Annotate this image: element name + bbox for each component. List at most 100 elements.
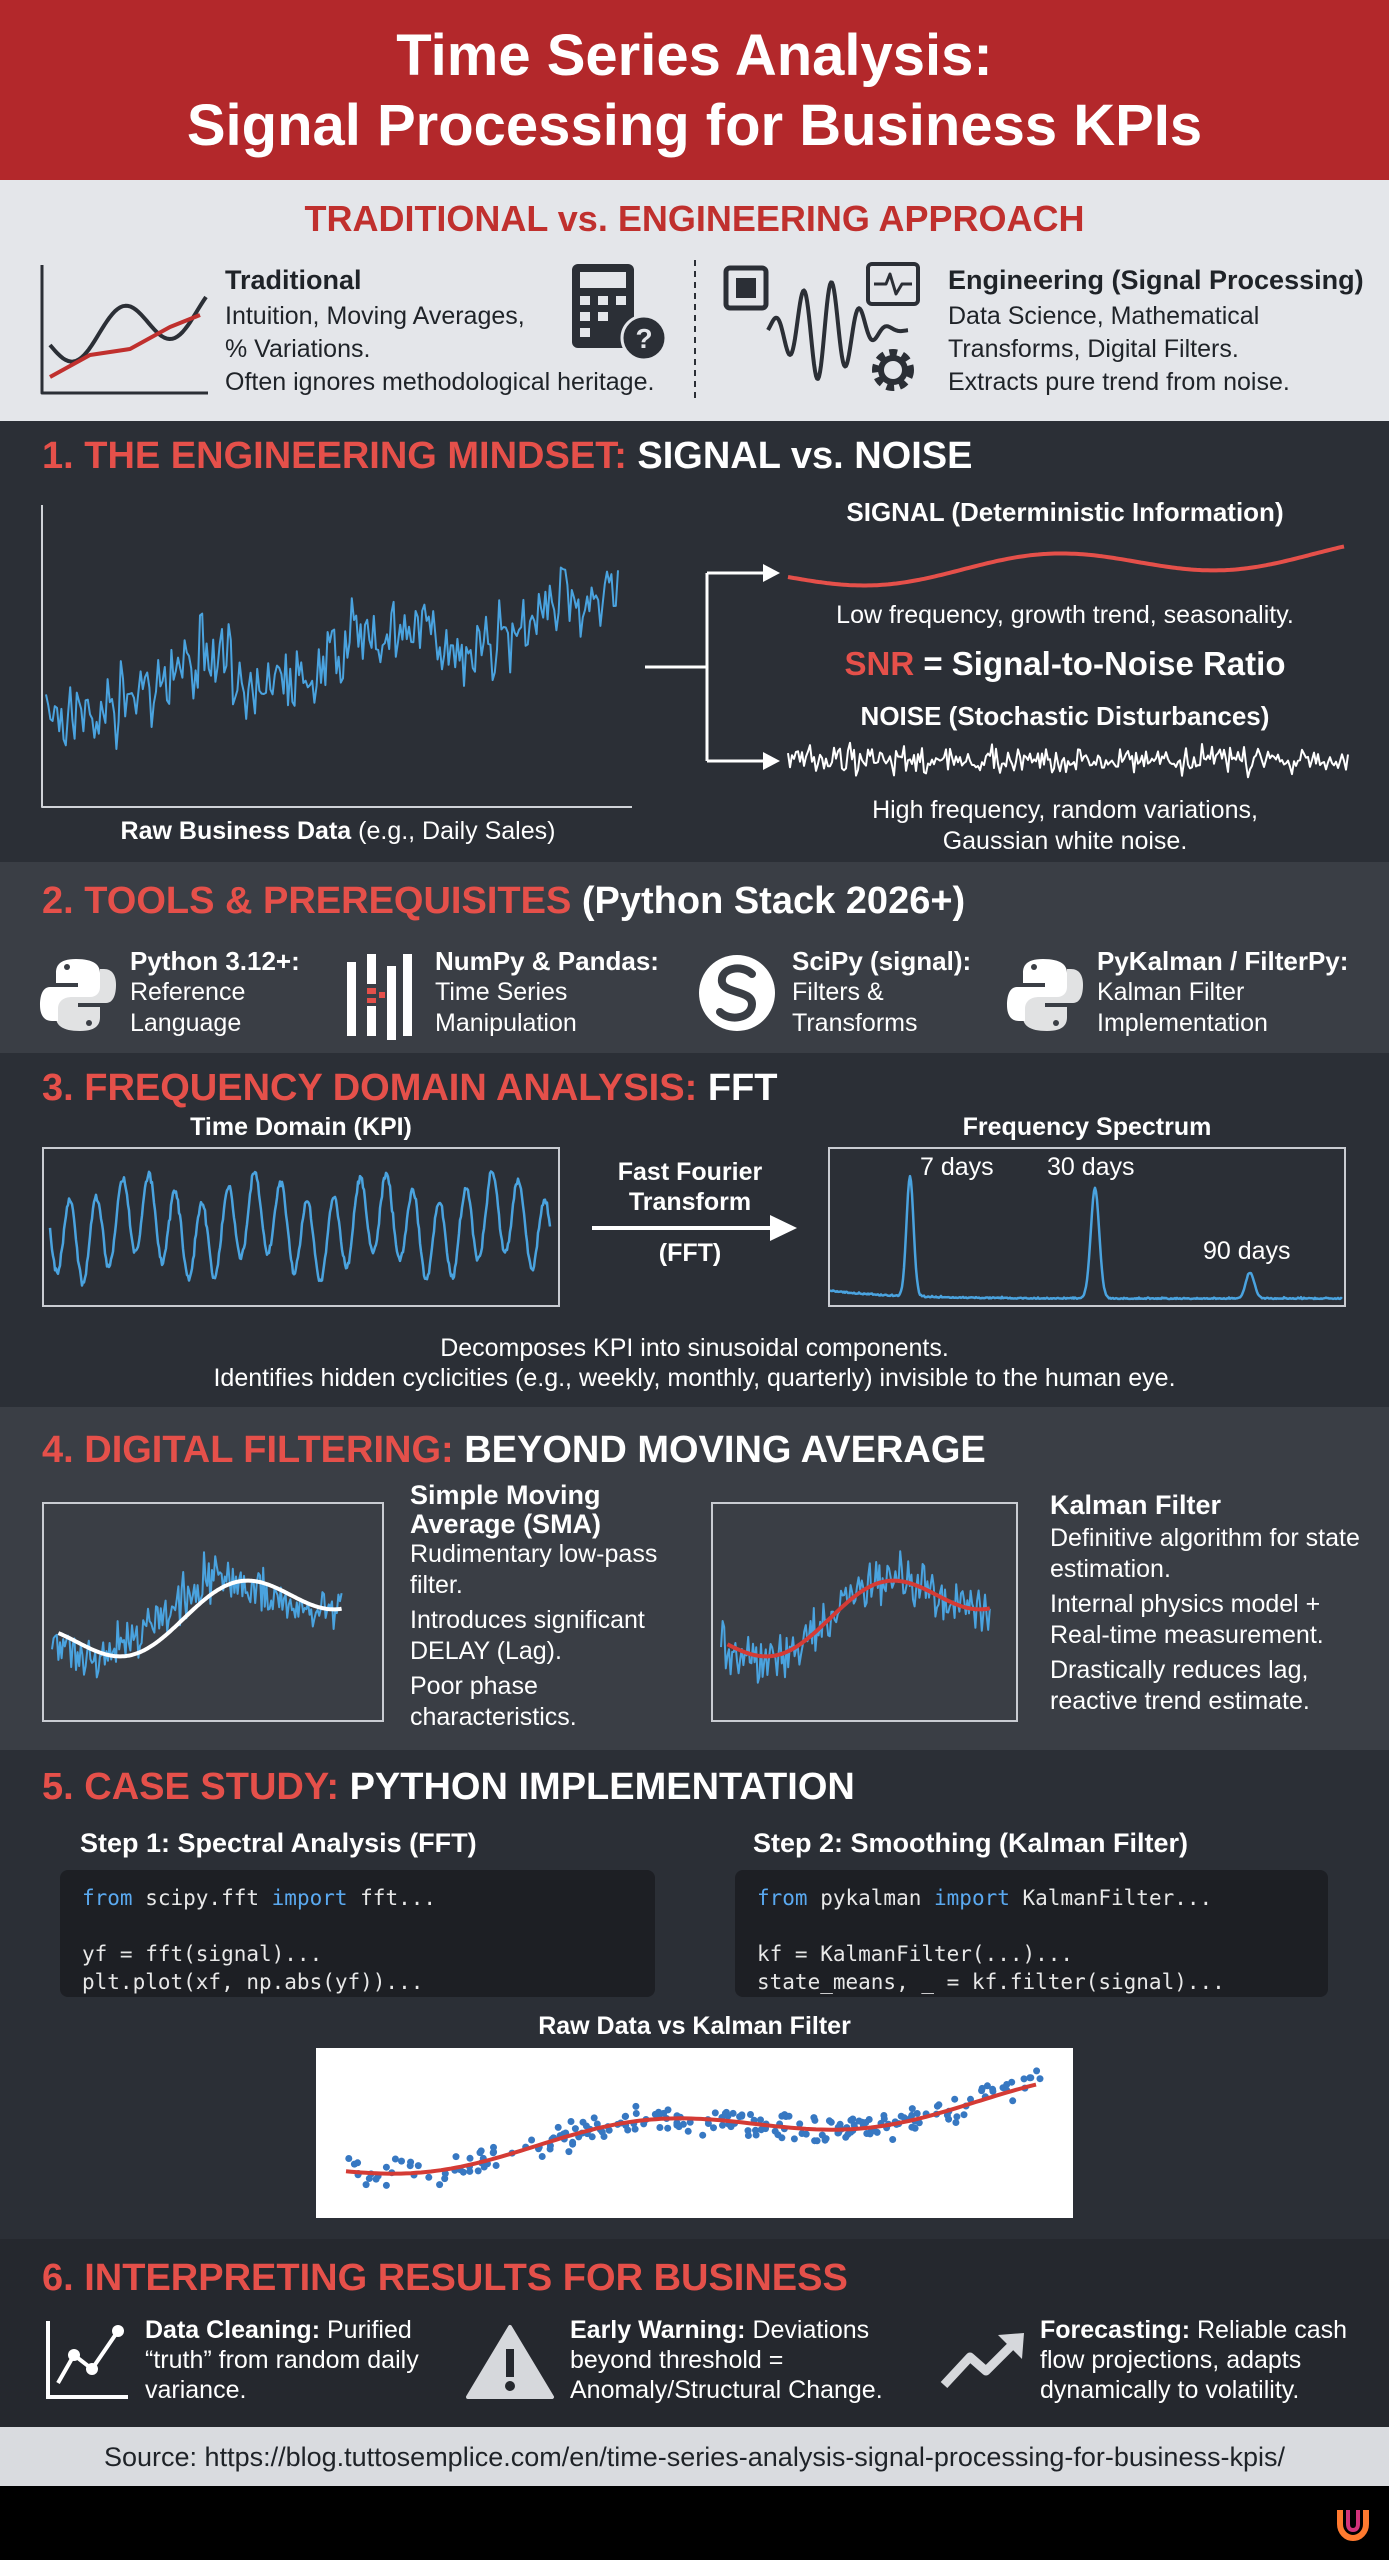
dot (811, 2137, 819, 2145)
tool-desc: Language (130, 1009, 242, 1037)
title-line: Signal Processing for Business KPIs (186, 93, 1203, 158)
dot (624, 2126, 632, 2134)
dot (983, 2082, 991, 2090)
dot (365, 2175, 373, 2182)
section-case-study: 5. CASE STUDY: PYTHON IMPLEMENTATION Ste… (0, 1750, 1389, 2239)
spectrum-line (829, 1174, 1343, 1301)
code-line: from scipy.fft import fft... (82, 1884, 633, 1912)
item-lead: Data Cleaning: (145, 2316, 321, 2344)
snr: SNR = Signal-to-Noise Ratio (780, 645, 1350, 683)
section-tools: 2. TOOLS & PREREQUISITES (Python Stack 2… (0, 862, 1389, 1053)
traditional-title: Traditional (225, 265, 362, 295)
dot (476, 2149, 484, 2157)
dot (656, 2124, 664, 2131)
logo (1337, 2510, 1369, 2542)
dot (571, 2125, 579, 2133)
tool-desc: Implementation (1097, 1009, 1268, 1037)
code-token: import (271, 1886, 348, 1910)
peak-label: 7 days (920, 1153, 994, 1181)
dot (908, 2123, 916, 2131)
heading-rest: PYTHON IMPLEMENTATION (349, 1766, 855, 1808)
time-line (48, 1170, 552, 1287)
sma-box (42, 1502, 384, 1722)
dot (664, 2124, 672, 2132)
time-domain-box (42, 1147, 560, 1307)
smooth-line (57, 1578, 342, 1659)
dot (778, 2112, 786, 2120)
panel-title: Time Domain (KPI) (190, 1113, 412, 1141)
dot (382, 2163, 390, 2171)
section-business: 6. INTERPRETING RESULTS FOR BUSINESS Dat… (0, 2239, 1389, 2427)
heading-accent: 5. CASE STUDY: (42, 1766, 340, 1808)
dot (757, 2116, 764, 2124)
traditional-text: Intuition, Moving Averages, % Variations… (225, 300, 654, 399)
dot (632, 2110, 640, 2117)
heading-accent: 3. FREQUENCY DOMAIN ANALYSIS: (42, 1067, 698, 1109)
dot (989, 2085, 997, 2093)
chip (736, 278, 756, 298)
scipy-icon (699, 955, 775, 1031)
item-lead: Forecasting: (1040, 2316, 1191, 2344)
heading-accent: 4. DIGITAL FILTERING: (42, 1429, 454, 1471)
section-heading: 6. INTERPRETING RESULTS FOR BUSINESS (42, 2257, 848, 2299)
code-token: plt.plot(xf, np.abs(yf))... (82, 1970, 424, 1994)
tool: PyKalman / FilterPy: Kalman Filter Impleme… (1097, 946, 1348, 1039)
dot (684, 2127, 692, 2135)
tool: SciPy (signal): Filters & Transforms (792, 946, 971, 1039)
label-rest: (e.g., Daily Sales) (358, 817, 556, 845)
code-block: from scipy.fft import fft... yf = fft(sig… (60, 1870, 655, 1997)
code-token: yf = fft(signal)... (82, 1942, 323, 1966)
axis (40, 265, 208, 395)
dot (407, 2158, 415, 2166)
code-line: state_means, _ = kf.filter(signal)... (757, 1968, 1306, 1996)
text-line: High frequency, random variations, (872, 796, 1258, 824)
code-token: from (82, 1886, 133, 1910)
dot (842, 2133, 850, 2141)
dot (452, 2153, 460, 2161)
section-heading: 3. FREQUENCY DOMAIN ANALYSIS: FFT (42, 1067, 777, 1110)
dot (621, 2113, 629, 2120)
dot (913, 2110, 921, 2117)
section-signal-noise: 1. THE ENGINEERING MINDSET: SIGNAL vs. N… (0, 421, 1389, 862)
dot (579, 2118, 587, 2126)
signal-title: SIGNAL (Deterministic Information) (846, 497, 1284, 527)
gear (878, 355, 908, 385)
filter-point: Poor phase characteristics. (410, 1672, 577, 1731)
sma-text: Simple Moving Average (SMA) Rudimentary … (410, 1481, 680, 1733)
step-title: Step 2: Smoothing (Kalman Filter) (753, 1828, 1189, 1858)
dot (441, 2170, 449, 2178)
dot (686, 2118, 694, 2126)
fft-label: Fast Fourier Transform (590, 1157, 790, 1217)
item-text: Reliable cash flow projections, adapts d… (1040, 2316, 1348, 2404)
dot (960, 2111, 968, 2119)
smooth-line (726, 1578, 991, 1659)
dot (598, 2128, 606, 2136)
dot (362, 2181, 370, 2189)
time-domain-wave (48, 1170, 552, 1287)
dot (943, 2111, 951, 2119)
python-icon (40, 959, 116, 1031)
dot (1036, 2075, 1044, 2083)
business-item: Forecasting: Reliable cash flow projecti… (1040, 2315, 1360, 2405)
engineering-title: Engineering (Signal Processing) (948, 265, 1364, 295)
dot (673, 2121, 681, 2129)
chart-title: Raw Data vs Kalman Filter (538, 2012, 851, 2040)
filter-title: Simple Moving Average (SMA) (410, 1480, 602, 1539)
dot (398, 2157, 405, 2165)
item-lead: Early Warning: (570, 2316, 746, 2344)
result-chart-bg (316, 2048, 1073, 2218)
heading-rest: BEYOND MOVING AVERAGE (464, 1429, 986, 1471)
heading-accent: 1. THE ENGINEERING MINDSET: (42, 435, 627, 477)
business-item: Data Cleaning: Purified “truth” from ran… (145, 2315, 435, 2405)
divider (694, 260, 696, 400)
code-token: KalmanFilter... (1009, 1886, 1213, 1910)
dot (492, 2162, 500, 2169)
source: Source: https://blog.tuttosemplice.com/e… (104, 2442, 1285, 2472)
text-line: % Variations. (225, 335, 371, 363)
dot (1009, 2097, 1017, 2105)
kalman-text: Kalman Filter Definitive algorithm for s… (1050, 1487, 1360, 1717)
code-token: fft... (347, 1886, 437, 1910)
dot (528, 2136, 536, 2144)
line (49, 313, 201, 379)
